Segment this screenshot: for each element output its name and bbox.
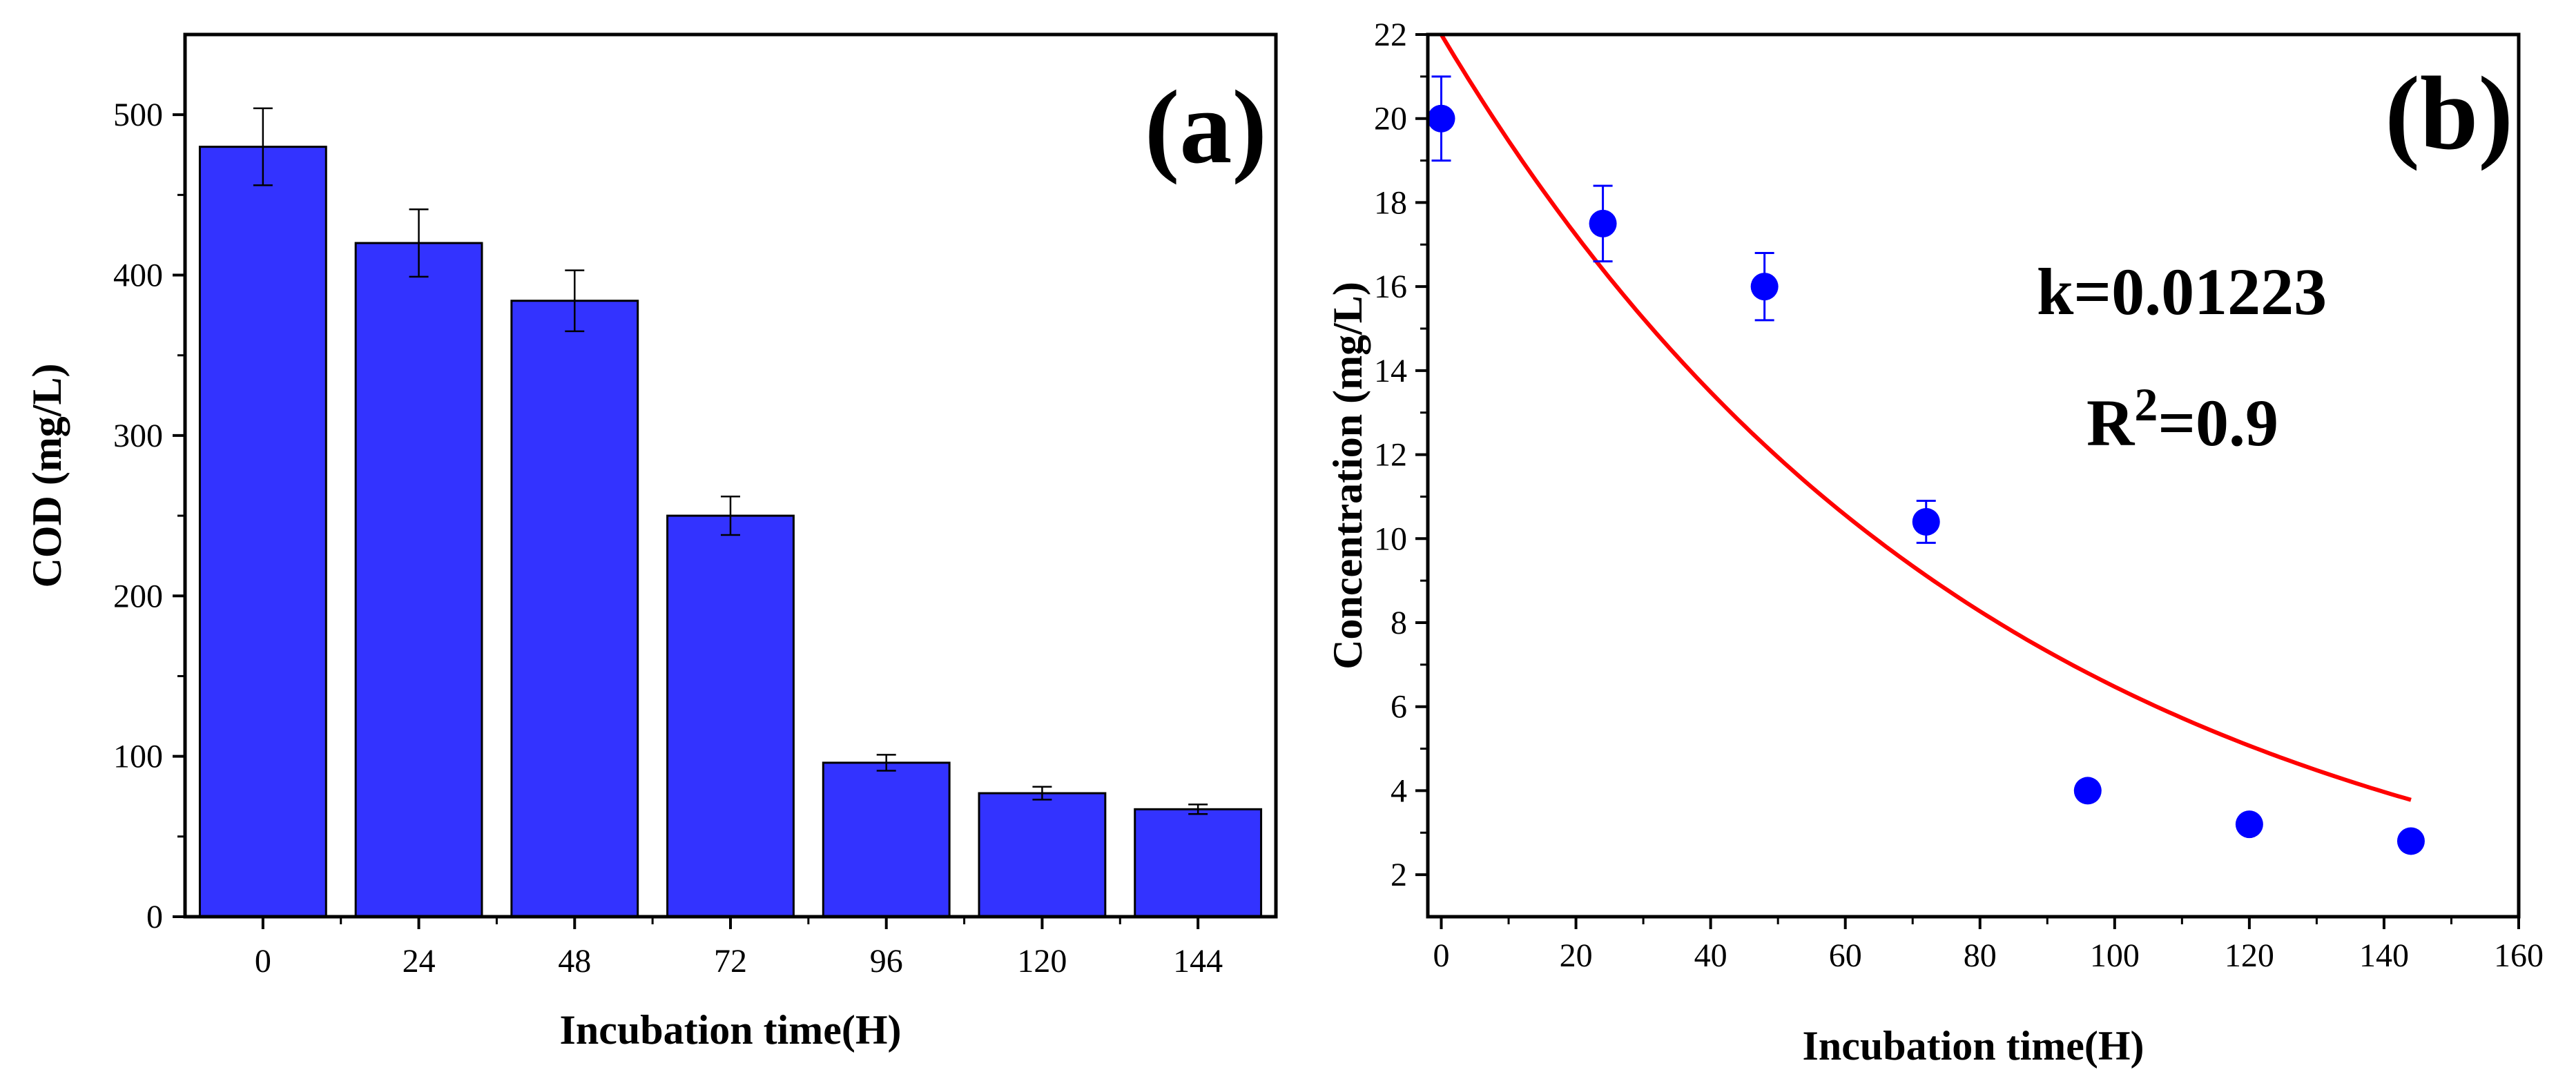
- data-point: [1589, 209, 1617, 237]
- bar: [354, 242, 483, 918]
- bar: [666, 514, 795, 918]
- bar: [510, 300, 639, 918]
- y-tick-label: 400: [113, 257, 163, 294]
- bar-chart-panel: 0 100 200 300 400 500 0 24 48 72 96 120 144 (a) Inc…: [24, 32, 1278, 1053]
- y-axis-label: Concentration (mg/L): [1325, 282, 1371, 670]
- x-tick-label: 40: [1694, 937, 1727, 974]
- data-point: [2396, 827, 2425, 855]
- bar: [978, 792, 1107, 918]
- r-squared-exponent: 2: [2134, 378, 2158, 431]
- x-tick-label: 0: [1433, 937, 1450, 974]
- error-bars: [253, 107, 1208, 815]
- x-axis-label: Incubation time(H): [560, 1007, 902, 1053]
- x-tick-label: 120: [1017, 943, 1067, 980]
- x-tick-label: 80: [1964, 937, 1997, 974]
- y-tick-label: 10: [1374, 520, 1407, 557]
- y-tick-label: 14: [1374, 353, 1407, 389]
- x-tick-label: 100: [2090, 937, 2140, 974]
- y-tick-label: 500: [113, 97, 163, 133]
- rate-constant-annotation: k=0.01223: [2037, 255, 2327, 329]
- plot-frame: [1426, 32, 2521, 919]
- data-point: [1912, 507, 1940, 536]
- error-bars: [1431, 75, 1936, 544]
- y-axis: 0 100 200 300 400 500: [113, 97, 185, 935]
- data-point: [1427, 104, 1455, 133]
- y-tick-label: 22: [1374, 17, 1407, 53]
- fit-curve: [1439, 33, 2412, 802]
- y-tick-label: 20: [1374, 101, 1407, 137]
- x-tick-label: 24: [403, 943, 436, 980]
- x-tick-label: 144: [1173, 943, 1223, 980]
- x-tick-label: 160: [2494, 937, 2544, 974]
- r-squared-symbol: R: [2086, 386, 2136, 460]
- x-tick-label: 96: [870, 943, 903, 980]
- data-points: [1427, 104, 2425, 855]
- r-squared-annotation: R2=0.9: [2086, 378, 2278, 460]
- y-tick-label: 300: [113, 418, 163, 454]
- y-tick-label: 12: [1374, 437, 1407, 474]
- y-tick-label: 4: [1391, 772, 1407, 809]
- y-tick-label: 6: [1391, 689, 1407, 725]
- scatter-chart-panel: 2 4 6 8 10 12 14 16 18 20 22 0 20 40 60 80 100 120 140 160…: [1325, 17, 2544, 1069]
- y-axis-label: COD (mg/L): [24, 364, 70, 588]
- x-tick-label: 20: [1560, 937, 1593, 974]
- y-tick-label: 0: [146, 899, 163, 935]
- data-point: [2235, 810, 2263, 839]
- x-axis-label: Incubation time(H): [1803, 1023, 2144, 1069]
- x-tick-label: 140: [2359, 937, 2409, 974]
- bar: [198, 146, 327, 918]
- y-tick-label: 16: [1374, 269, 1407, 305]
- bar: [822, 761, 951, 918]
- x-axis: 0 20 40 60 80 100 120 140 160: [1433, 917, 2544, 974]
- x-tick-label: 72: [714, 943, 747, 980]
- data-point: [2073, 777, 2102, 805]
- x-tick-label: 0: [255, 943, 271, 980]
- x-tick-label: 120: [2225, 937, 2274, 974]
- y-tick-label: 18: [1374, 184, 1407, 221]
- y-tick-label: 8: [1391, 605, 1407, 641]
- panel-label: (b): [2385, 55, 2513, 171]
- x-tick-label: 48: [558, 943, 591, 980]
- y-tick-label: 2: [1391, 857, 1407, 893]
- y-tick-label: 200: [113, 578, 163, 614]
- data-point: [1750, 273, 1779, 301]
- y-axis: 2 4 6 8 10 12 14 16 18 20 22: [1374, 17, 1428, 893]
- r-squared-value: =0.9: [2158, 386, 2278, 460]
- x-axis: 0 24 48 72 96 120 144: [255, 917, 1223, 980]
- y-tick-label: 100: [113, 739, 163, 775]
- x-tick-label: 60: [1829, 937, 1862, 974]
- panel-label: (a): [1145, 69, 1267, 185]
- bar: [1134, 808, 1263, 918]
